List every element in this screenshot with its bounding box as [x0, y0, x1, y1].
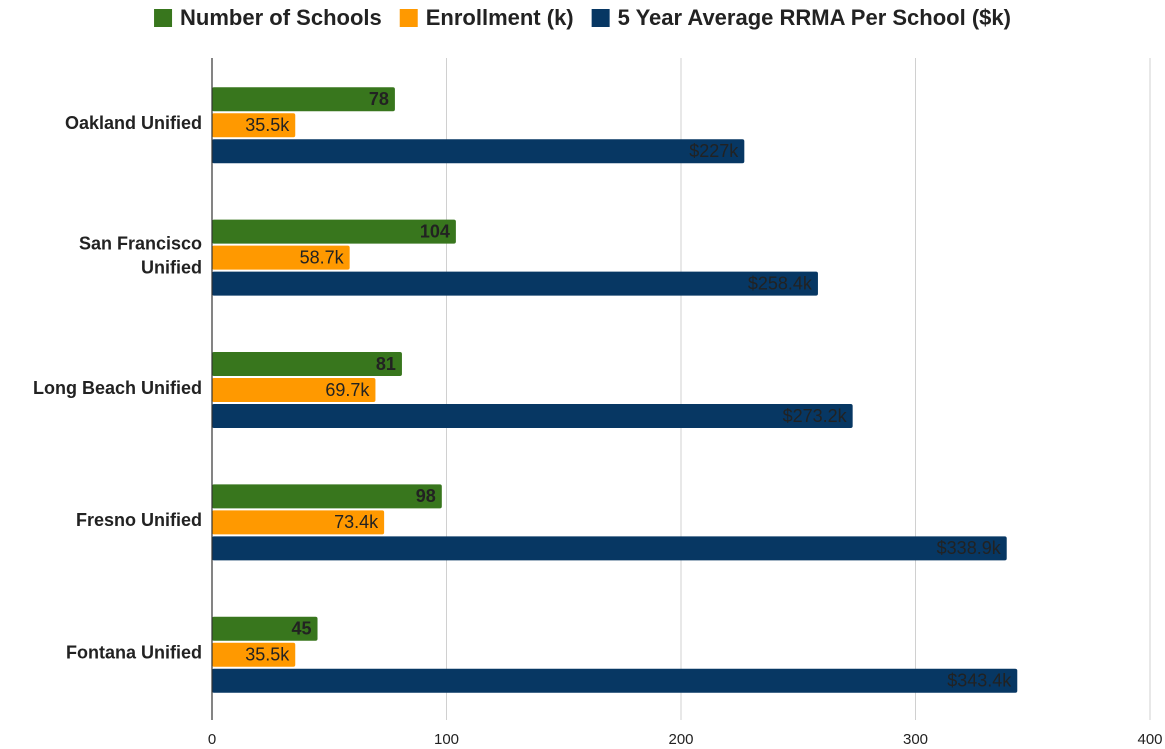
bar	[212, 378, 376, 402]
x-tick-label: 100	[434, 731, 459, 748]
data-label: 58.7k	[300, 247, 345, 267]
data-label: 73.4k	[334, 512, 379, 532]
y-tick-label: Oakland Unified	[65, 113, 202, 133]
legend-label: 5 Year Average RRMA Per School ($k)	[618, 5, 1011, 30]
x-tick-label: 0	[208, 731, 216, 748]
data-label: 81	[376, 354, 396, 374]
y-tick-label: Fontana Unified	[66, 643, 202, 663]
x-tick-label: 400	[1137, 731, 1162, 748]
data-label: $273.2k	[783, 406, 848, 426]
data-label: 104	[420, 221, 450, 241]
y-tick-label: Fresno Unified	[76, 510, 202, 530]
data-label: 78	[369, 89, 389, 109]
bar	[212, 219, 456, 244]
bar	[212, 352, 402, 376]
bar	[212, 510, 385, 535]
bar	[212, 668, 1018, 693]
data-label: $338.9k	[937, 538, 1002, 558]
bar	[212, 87, 395, 112]
data-label: 35.5k	[245, 115, 290, 135]
data-label: 35.5k	[245, 645, 290, 665]
x-tick-label: 200	[668, 731, 693, 748]
bar	[212, 484, 442, 509]
data-label: 45	[291, 619, 311, 639]
y-tick-label: Long Beach Unified	[33, 378, 202, 398]
bar	[212, 113, 296, 138]
legend-label: Number of Schools	[180, 5, 382, 30]
bar	[212, 245, 350, 270]
bar	[212, 616, 318, 641]
bar	[212, 536, 1007, 561]
data-label: $343.4k	[947, 671, 1012, 691]
bar	[212, 271, 818, 296]
bar	[212, 642, 296, 667]
data-label: 98	[416, 486, 436, 506]
legend-marker	[399, 9, 418, 27]
bar	[212, 139, 745, 164]
legend-label: Enrollment (k)	[426, 5, 574, 30]
data-label: $258.4k	[748, 273, 813, 293]
y-tick-label: San Francisco Unified	[79, 233, 202, 277]
legend-marker	[154, 9, 173, 27]
legend-marker	[591, 9, 610, 27]
data-label: 69.7k	[325, 380, 370, 400]
data-label: $227k	[689, 141, 739, 161]
x-tick-label: 300	[903, 731, 928, 748]
bar	[212, 404, 853, 428]
